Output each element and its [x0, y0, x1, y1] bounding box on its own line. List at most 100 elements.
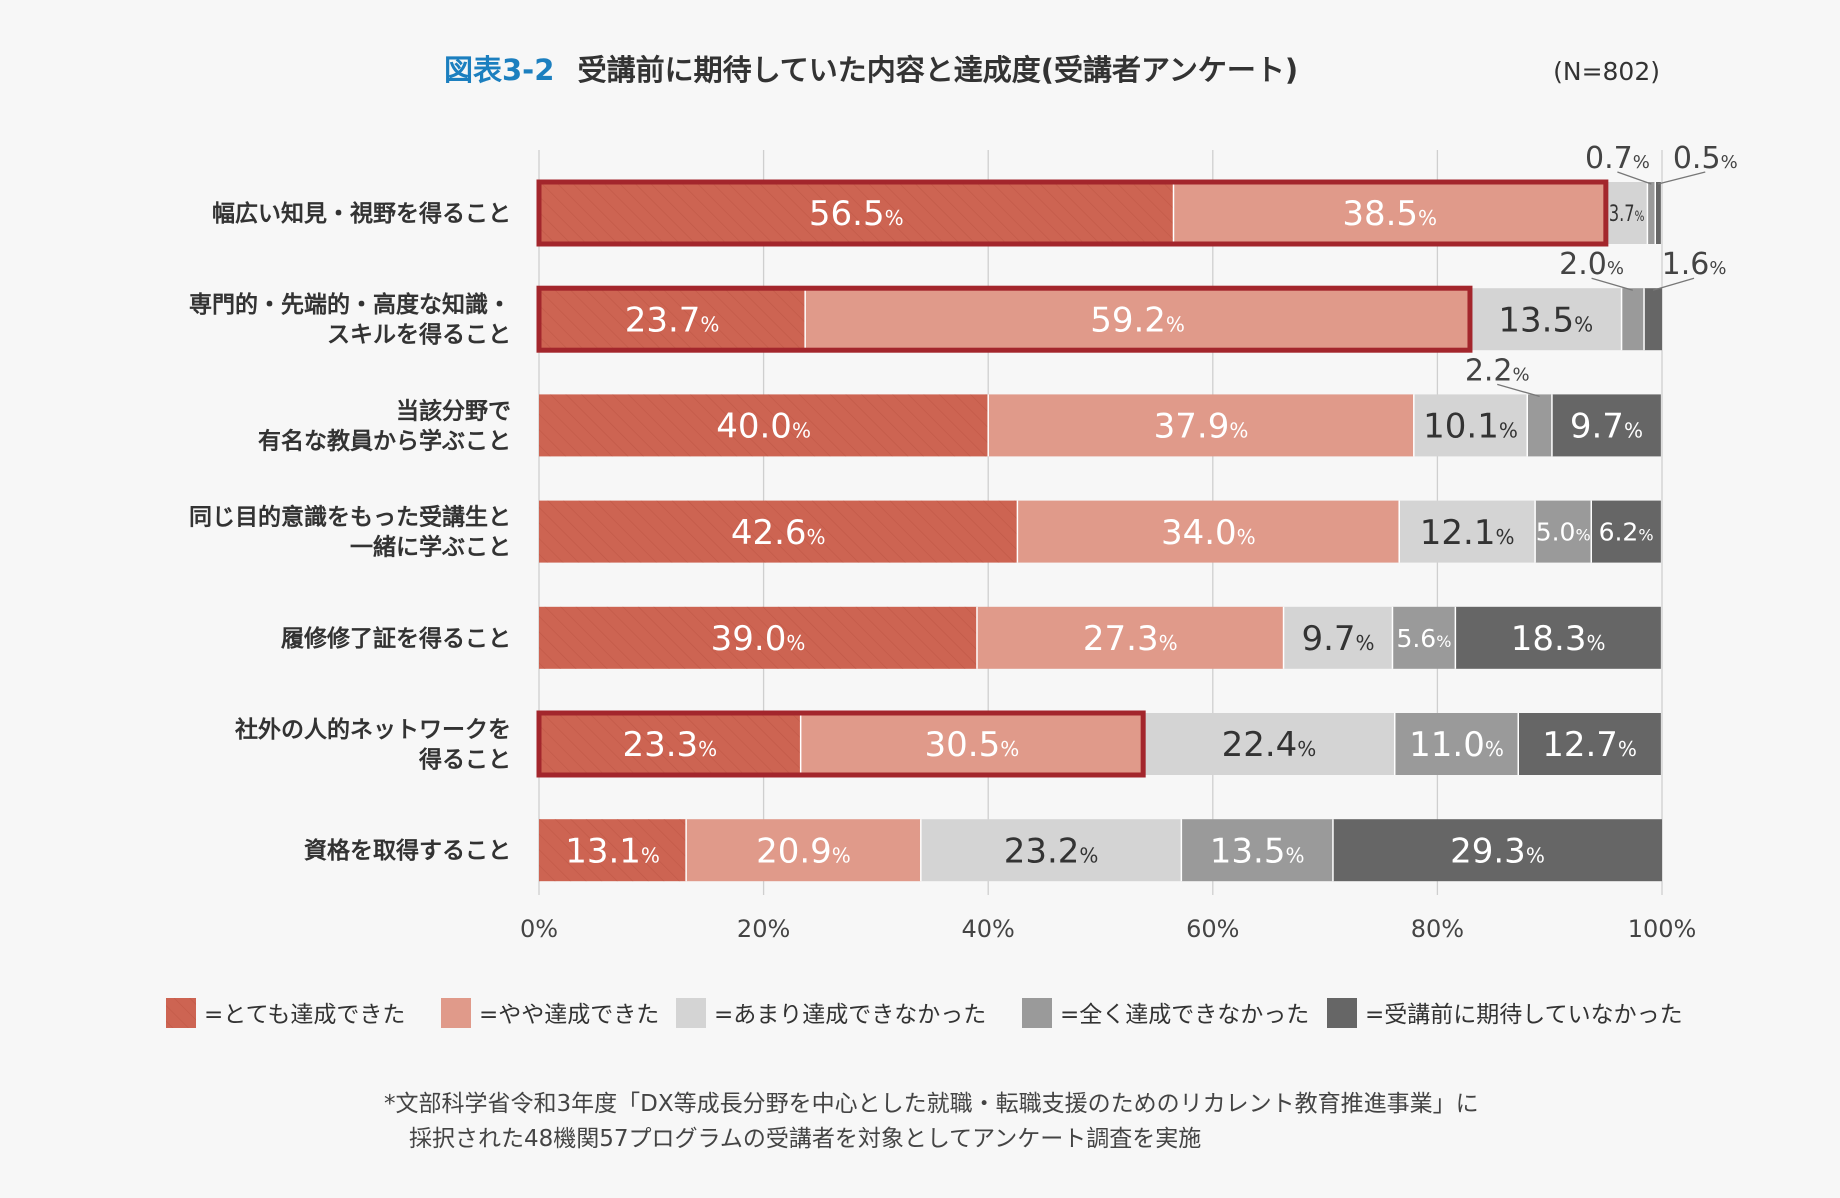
x-tick-label: 0%	[520, 915, 558, 943]
chart-title-row: 図表3-2 受講前に期待していた内容と達成度(受講者アンケート)	[444, 53, 1298, 87]
data-label: 1.6%	[1662, 247, 1727, 282]
legend-label: =全く達成できなかった	[1060, 1002, 1309, 1028]
legend-label: =あまり達成できなかった	[714, 1002, 986, 1028]
data-label: 0.5%	[1673, 141, 1738, 176]
x-tick-label: 40%	[962, 915, 1015, 943]
x-tick-label: 60%	[1186, 915, 1239, 943]
bar-segment	[805, 288, 1470, 351]
bar-segment-hatch	[539, 394, 989, 457]
data-label: 27.3%	[1083, 619, 1178, 659]
data-label: 13.5%	[1210, 831, 1305, 871]
bar-segment	[1655, 182, 1661, 244]
bar-segment	[988, 394, 1414, 457]
data-label: 40.0%	[716, 407, 811, 447]
category-label: 社外の人的ネットワークを	[235, 716, 511, 743]
legend-label: =受講前に期待していなかった	[1365, 1002, 1683, 1028]
bar-segment	[1518, 713, 1661, 775]
x-tick-label: 80%	[1411, 915, 1464, 943]
highlight-frame	[536, 179, 1609, 247]
leader-line	[1591, 277, 1633, 291]
category-label: 得ること	[418, 746, 511, 773]
bar-segment	[1551, 394, 1661, 457]
data-label: 23.3%	[622, 725, 717, 765]
bar-segment	[1469, 288, 1622, 351]
bar-segment-hatch	[539, 500, 1018, 563]
data-label: 23.2%	[1004, 831, 1099, 871]
bar-segment	[1455, 606, 1661, 669]
legend-swatch	[676, 998, 706, 1028]
leader-line	[1617, 171, 1652, 185]
bar-segment	[1181, 819, 1333, 882]
category-label: 同じ目的意識をもった受講生と	[189, 504, 511, 531]
legend-label: =やや達成できた	[479, 1002, 659, 1028]
data-label: 59.2%	[1090, 300, 1185, 340]
category-label: 幅広い知見・視野を得ること	[212, 200, 511, 227]
bar-segment	[920, 819, 1182, 882]
legend-swatch-hatch	[166, 998, 196, 1028]
data-label: 2.2%	[1465, 353, 1530, 388]
data-label: 3.7%	[1609, 202, 1645, 227]
data-label: 18.3%	[1511, 619, 1606, 659]
bar-segment	[1283, 606, 1393, 669]
bar-segment	[1644, 288, 1662, 351]
bar-segment	[1605, 182, 1648, 244]
bar-segment	[1647, 182, 1656, 244]
leader-line	[1652, 277, 1695, 291]
category-label: 有名な教員から学ぶこと	[258, 427, 511, 454]
data-label: 13.1%	[565, 831, 660, 871]
data-label: 29.3%	[1450, 831, 1545, 871]
bar-segment	[1173, 182, 1606, 244]
sample-size: (N=802)	[1553, 57, 1660, 86]
data-label: 20.9%	[756, 831, 851, 871]
category-label: 履修修了証を得ること	[281, 625, 511, 652]
bar-segment	[686, 819, 921, 882]
data-label: 30.5%	[925, 725, 1020, 765]
data-label: 6.2%	[1599, 518, 1654, 547]
footnote-line-1: *文部科学省令和3年度「DX等成長分野を中心とした就職・転職支援のためのリカレン…	[384, 1091, 1479, 1117]
data-label: 34.0%	[1161, 513, 1256, 553]
highlight-frame	[536, 710, 1146, 778]
bar-segment	[1621, 288, 1645, 351]
bar-segment	[1413, 394, 1528, 457]
data-label: 39.0%	[711, 619, 806, 659]
bar-segment	[976, 606, 1284, 669]
footnote-line-2: 採択された48機関57プログラムの受講者を対象としてアンケート調査を実施	[409, 1126, 1202, 1152]
bar-segment-hatch	[539, 288, 806, 351]
bar-segment	[1535, 500, 1592, 563]
data-label: 13.5%	[1498, 300, 1593, 340]
data-label: 11.0%	[1409, 725, 1504, 765]
x-tick-label: 100%	[1628, 915, 1697, 943]
data-label: 10.1%	[1423, 407, 1518, 447]
data-label: 37.9%	[1154, 407, 1249, 447]
category-label: 一緒に学ぶこと	[350, 534, 511, 561]
bar-segment-hatch	[539, 182, 1174, 244]
category-label: 資格を取得すること	[304, 837, 511, 864]
chart-title: 受講前に期待していた内容と達成度(受講者アンケート)	[578, 53, 1298, 87]
bar-segment	[1527, 394, 1552, 457]
legend-swatch	[1327, 998, 1357, 1028]
data-label: 22.4%	[1222, 725, 1317, 765]
data-label: 9.7%	[1570, 407, 1643, 447]
data-label: 38.5%	[1342, 194, 1437, 234]
leader-line	[1497, 383, 1540, 398]
bar-segment-hatch	[539, 819, 687, 882]
data-label: 56.5%	[809, 194, 904, 234]
data-label: 2.0%	[1559, 247, 1624, 282]
data-label: 23.7%	[625, 300, 720, 340]
bar-segment	[1392, 606, 1456, 669]
bar-segment-hatch	[539, 606, 977, 669]
data-label: 0.7%	[1585, 141, 1650, 176]
data-label: 5.6%	[1396, 624, 1451, 653]
bar-segment-hatch	[539, 713, 801, 775]
x-tick-label: 20%	[737, 915, 790, 943]
category-label: スキルを得ること	[327, 321, 511, 348]
bar-segment	[1143, 713, 1395, 775]
data-label: 9.7%	[1301, 619, 1374, 659]
bar-segment	[1017, 500, 1400, 563]
data-label: 12.1%	[1420, 513, 1515, 553]
bar-segment	[1394, 713, 1519, 775]
figure-number: 図表3-2	[444, 53, 554, 87]
legend-swatch	[1022, 998, 1052, 1028]
